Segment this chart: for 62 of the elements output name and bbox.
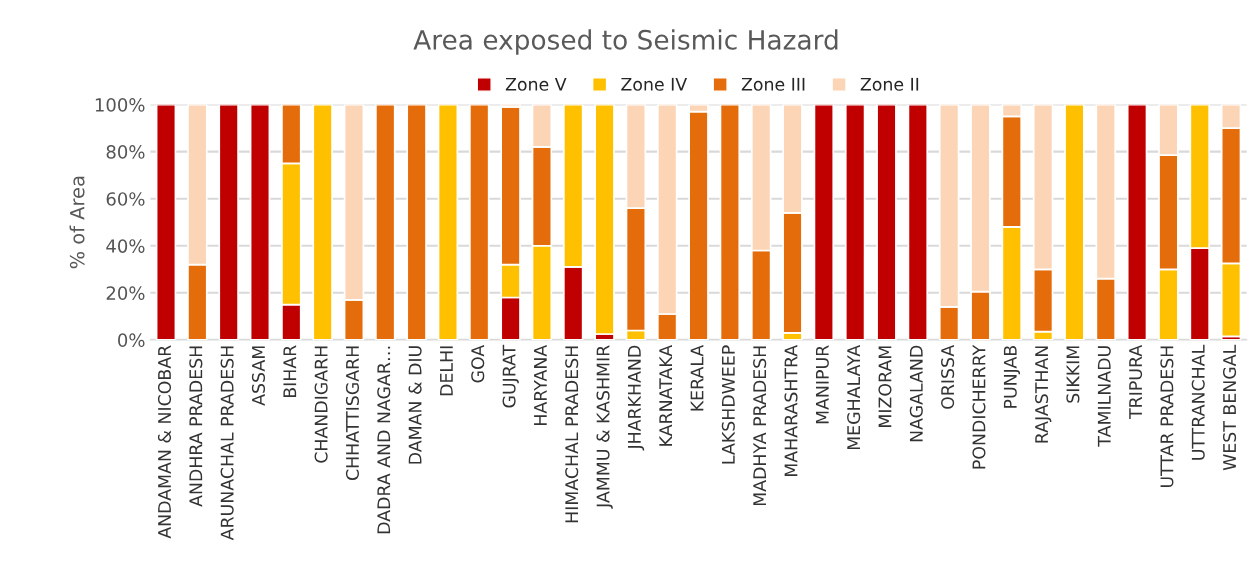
x-tick-label: MADHYA PRADESH: [753, 346, 767, 506]
y-tick-label: 80%: [106, 145, 145, 159]
x-tick-label: HARYANA: [534, 344, 547, 425]
x-tick-label: LAKSHDWEEP: [721, 345, 735, 464]
x-tick-label: HIMACHAL PRADESH: [565, 346, 579, 523]
bar: [155, 104, 177, 340]
bar: [249, 104, 271, 340]
legend-label: Zone V: [505, 77, 567, 91]
x-tick-label: KERALA: [690, 344, 704, 411]
x-tick-label: CHHATTISGARH: [345, 346, 360, 481]
x-tick-label: MEGHALAYA: [847, 344, 861, 450]
x-tick-label: BIHAR: [283, 345, 297, 398]
bar: [844, 104, 866, 340]
legend-label: Zone III: [741, 77, 805, 91]
bar: [406, 104, 427, 340]
x-tick-label: WEST BENGAL: [1222, 344, 1237, 471]
x-tick-label: GOA: [471, 344, 485, 383]
bar: [312, 104, 333, 340]
x-tick-label: JAMMU & KASHMIR: [596, 345, 613, 509]
x-tick-label: NAGALAND: [909, 345, 923, 442]
y-tick-label: 100%: [95, 98, 145, 112]
x-tick-label: ANDAMAN & NICOBAR: [157, 345, 172, 539]
y-tick-label: 20%: [106, 286, 145, 300]
x-tick-label: RAJASTHAN: [1035, 346, 1052, 443]
chart-title: Area exposed to Seismic Hazard: [413, 29, 838, 55]
bar: [907, 104, 929, 340]
bar: [1064, 104, 1085, 340]
x-tick-label: ARUNACHAL PRADESH: [220, 346, 234, 541]
x-tick-label: KARNATAKA: [659, 344, 673, 446]
bar: [375, 104, 396, 340]
x-tick-label: UTTAR PRADESH: [1160, 346, 1174, 488]
y-tick-label: 0%: [118, 333, 145, 347]
x-tick-label: ORISSA: [941, 344, 955, 409]
bar: [813, 104, 835, 340]
x-tick-label: DADRA AND NAGAR…: [377, 346, 391, 534]
y-tick-label: 40%: [106, 239, 145, 253]
x-tick-label: GUJRAT: [502, 344, 519, 408]
x-tick-label: ANDHRA PRADESH: [189, 346, 203, 507]
x-tick-label: JHARKHAND: [628, 345, 645, 451]
legend-label: Zone IV: [621, 77, 688, 91]
x-tick-label: DELHI: [440, 346, 453, 396]
y-tick-label: 60%: [106, 192, 145, 206]
bar: [437, 104, 459, 340]
legend-label: Zone II: [860, 77, 919, 91]
x-tick-label: PUNJAB: [1003, 345, 1021, 408]
x-tick-label: TRIPURA: [1129, 344, 1143, 420]
x-tick-label: MAHARASHTRA: [784, 344, 798, 476]
bar: [719, 104, 741, 340]
x-tick-label: DAMAN & DIU: [408, 346, 422, 464]
x-tick-label: PONDICHERRY: [972, 344, 986, 469]
x-tick-label: MIZORAM: [878, 346, 892, 427]
bar: [1126, 104, 1148, 340]
x-tick-label: ASSAM: [251, 346, 266, 406]
bar: [218, 104, 239, 340]
x-tick-label: UTTRANCHAL: [1191, 344, 1205, 460]
bar: [876, 104, 897, 340]
y-axis-title: % of Area: [69, 176, 85, 269]
x-tick-label: SIKKIM: [1066, 346, 1080, 403]
x-tick-label: CHANDIGARH: [314, 346, 328, 463]
bar: [469, 104, 490, 340]
x-tick-label: TAMILNADU: [1097, 346, 1111, 447]
x-tick-label: MANIPUR: [815, 345, 829, 424]
